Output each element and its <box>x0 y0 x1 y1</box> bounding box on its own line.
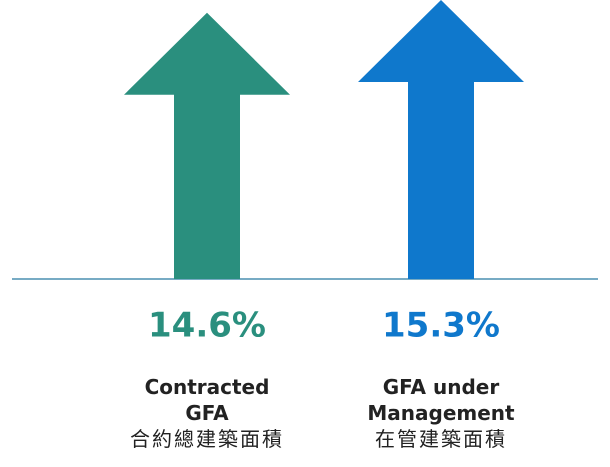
category-name: GFA under Management <box>367 375 515 425</box>
value-label: 14.6% <box>148 306 266 346</box>
category-name: Contracted GFA <box>144 375 270 425</box>
category-translation: 合約總建築面積 <box>130 427 284 451</box>
arrow <box>358 0 524 279</box>
category-label: Contracted GFA 合約總建築面積 <box>122 374 292 452</box>
category-label: GFA under Management 在管建築面積 <box>356 374 526 452</box>
arrow <box>124 12 290 279</box>
category-translation: 在管建築面積 <box>375 427 507 451</box>
value-label: 15.3% <box>382 306 500 346</box>
